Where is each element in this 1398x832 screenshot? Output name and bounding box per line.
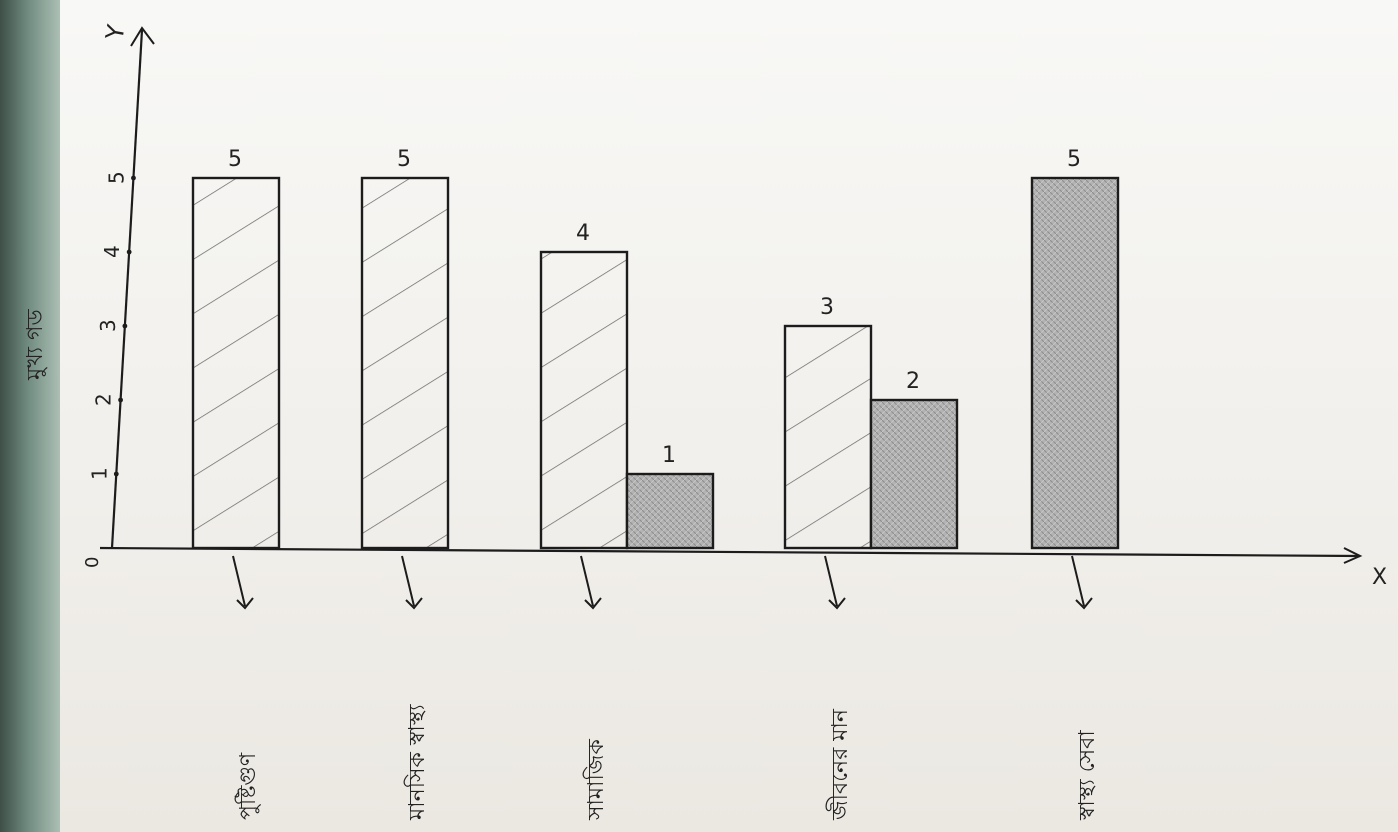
- category-label: পুষ্টিগুণ: [235, 752, 261, 820]
- x-axis-letter: X: [1372, 565, 1387, 590]
- bar-value-label: 5: [1067, 147, 1081, 172]
- y-tick-mark: [114, 472, 119, 477]
- y-tick-label: 3: [96, 319, 120, 332]
- category-arrow: [233, 556, 253, 608]
- category-arrow: [581, 556, 601, 608]
- y-tick-mark: [131, 176, 136, 181]
- y-tick-label: 4: [100, 245, 124, 258]
- bar-value-label: 5: [228, 147, 242, 172]
- bar: [1032, 178, 1118, 548]
- y-ticks: 1 2 3 4 5: [87, 171, 136, 480]
- category-label: মানসিক স্বাস্থ্য: [404, 704, 430, 821]
- y-tick-mark: [127, 250, 132, 255]
- category-label: সামাজিক: [583, 739, 609, 821]
- category-arrow: [1072, 556, 1092, 608]
- bar-value-label: 1: [662, 443, 676, 468]
- category-label: স্বাস্থ্য সেবা: [1075, 730, 1100, 821]
- bar-value-label: 3: [820, 295, 834, 320]
- bar: [627, 474, 713, 548]
- y-axis-title: মুখ্য গড: [23, 309, 48, 381]
- y-tick-label: 5: [104, 171, 128, 184]
- y-tick-label: 2: [92, 393, 116, 406]
- y-axis-letter: Y: [100, 22, 130, 43]
- category-labels: পুষ্টিগুণ মানসিক স্বাস্থ্য সামাজিক জীবনের ম…: [233, 556, 1100, 821]
- bar: [785, 326, 871, 548]
- bar: [871, 400, 957, 548]
- category-label: জীবনের মান: [826, 708, 853, 821]
- bars: 5 5 4 1 3 2 5: [193, 147, 1118, 548]
- x-axis: [100, 548, 1360, 556]
- y-tick-mark: [118, 398, 123, 403]
- y-tick-mark: [122, 324, 127, 329]
- category-arrow: [825, 556, 845, 608]
- bar-value-label: 4: [576, 221, 590, 246]
- bar-value-label: 5: [397, 147, 411, 172]
- y-tick-label: 1: [87, 467, 111, 480]
- bar: [362, 178, 448, 548]
- category-arrow: [402, 556, 422, 608]
- bar-value-label: 2: [906, 369, 920, 394]
- bar: [193, 178, 279, 548]
- y-axis: [112, 30, 142, 548]
- bar: [541, 252, 627, 548]
- origin-label: 0: [82, 557, 103, 568]
